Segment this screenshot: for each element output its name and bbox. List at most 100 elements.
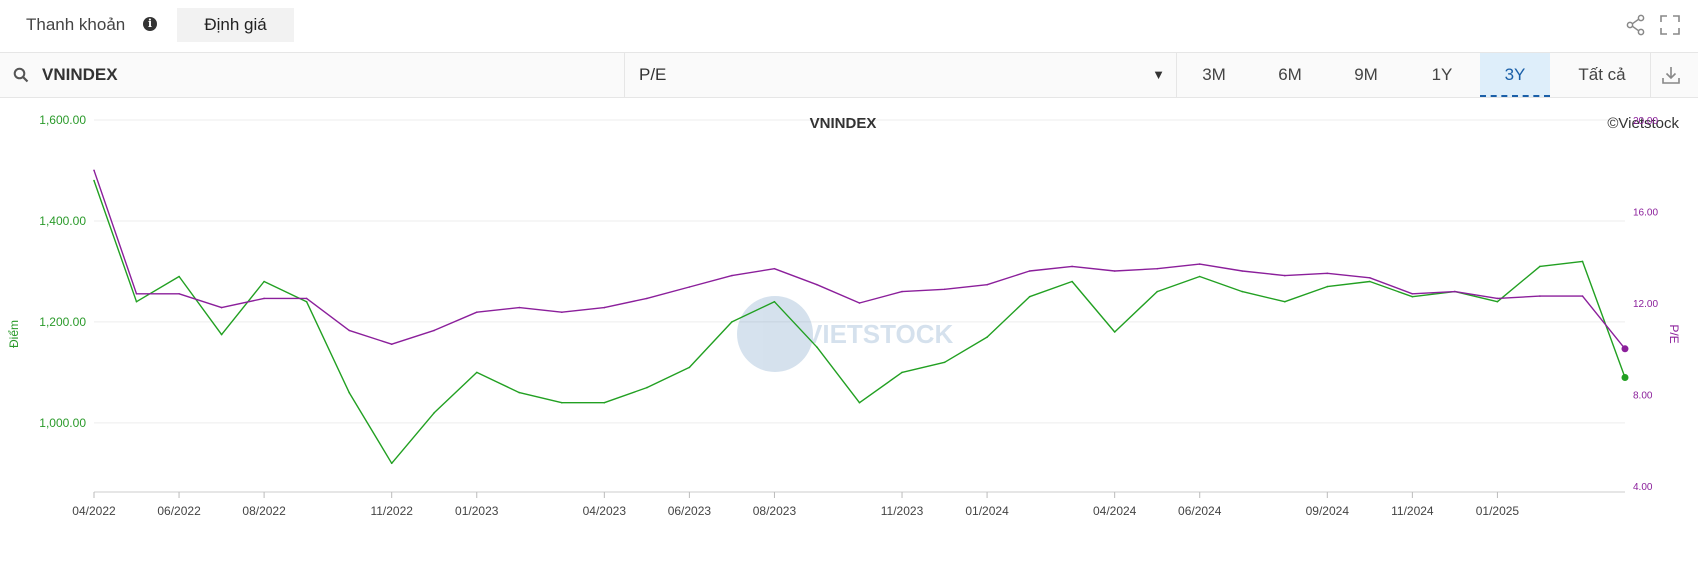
x-tick-label: 09/2024 (1306, 504, 1350, 518)
symbol-search-input[interactable] (42, 61, 612, 89)
data-point (1241, 290, 1244, 293)
data-point (433, 412, 436, 414)
tab-liquidity[interactable]: Thanh khoản (26, 15, 126, 34)
left-tick-label: 1,400.00 (39, 214, 86, 228)
data-point (1326, 285, 1329, 288)
data-point (1539, 295, 1541, 297)
data-point (476, 371, 478, 374)
range-button-9m[interactable]: 9M (1354, 65, 1378, 84)
data-point (1411, 293, 1414, 295)
x-tick-label: 11/2023 (881, 504, 924, 518)
data-point (603, 401, 606, 404)
watermark-logo: VIETSTOCK (737, 296, 954, 372)
data-point (1496, 297, 1499, 300)
chart-title: VNINDEX (810, 115, 877, 132)
data-point (220, 333, 223, 336)
range-button-6m[interactable]: 6M (1278, 65, 1302, 84)
data-point (1156, 290, 1158, 293)
data-point (1581, 295, 1584, 297)
watermark-text: VIETSTOCK (805, 319, 954, 349)
tab-valuation[interactable]: Định giá (177, 8, 294, 42)
download-icon[interactable] (1660, 64, 1682, 86)
data-point (1241, 270, 1244, 272)
data-point (135, 293, 138, 295)
data-point (816, 346, 818, 348)
share-icon[interactable] (1625, 14, 1647, 36)
data-point (646, 297, 648, 300)
data-point (858, 302, 861, 304)
data-point (901, 290, 903, 293)
data-point (93, 169, 95, 172)
data-point (1621, 345, 1629, 353)
data-point (901, 371, 903, 374)
data-point (518, 391, 521, 394)
data-point (1284, 300, 1286, 303)
x-tick-label: 11/2024 (1391, 504, 1434, 518)
x-tick-label: 06/2022 (157, 504, 201, 518)
data-point (1454, 290, 1456, 293)
chart-grid (94, 119, 1625, 424)
data-point (1496, 300, 1499, 303)
chart-series (93, 169, 1629, 465)
chart-area: VNINDEX ©Vietstock VIETSTOCK 1,600.00 1,4… (7, 113, 1681, 518)
data-point (688, 366, 691, 369)
right-tick-label: 16.00 (1633, 208, 1658, 219)
data-point (1113, 270, 1116, 272)
x-tick-label: 01/2023 (455, 504, 499, 518)
data-point (476, 311, 478, 313)
data-point (348, 329, 351, 332)
right-axis-label: P/E (1667, 324, 1681, 343)
data-point (773, 300, 776, 303)
data-point (1071, 280, 1073, 283)
data-point (561, 401, 563, 404)
data-point (390, 462, 393, 465)
metric-select-value: P/E (639, 65, 667, 84)
x-tick-label: 06/2023 (668, 504, 712, 518)
right-axis: 20.00 16.00 12.00 8.00 4.00 (1633, 116, 1658, 493)
left-tick-label: 1,000.00 (39, 416, 86, 430)
data-point (178, 275, 180, 278)
data-point (943, 361, 946, 364)
data-point (305, 297, 308, 300)
data-point (1028, 295, 1031, 298)
range-button-1y[interactable]: 1Y (1431, 65, 1453, 84)
right-tick-label: 8.00 (1633, 391, 1653, 402)
data-point (93, 179, 95, 182)
x-tick-label: 06/2024 (1178, 504, 1222, 518)
data-point (1539, 265, 1541, 268)
info-icon[interactable]: i (143, 17, 157, 31)
x-tick-label: 08/2023 (753, 504, 797, 518)
data-point (773, 267, 776, 270)
data-point (1284, 274, 1286, 277)
left-tick-label: 1,600.00 (39, 113, 86, 127)
data-point (1198, 275, 1201, 278)
range-button-3m[interactable]: 3M (1202, 65, 1226, 84)
data-point (943, 288, 946, 291)
data-point (348, 391, 351, 394)
data-point (263, 280, 265, 283)
left-axis-label: Điểm (7, 320, 21, 348)
search-icon (13, 67, 29, 83)
data-point (1369, 280, 1371, 283)
metric-select[interactable]: P/E ▼ (625, 53, 1175, 97)
data-point (433, 329, 436, 332)
range-button-3y[interactable]: 3Y (1480, 53, 1550, 97)
x-tick-label: 04/2023 (583, 504, 627, 518)
data-point (858, 401, 861, 404)
data-point (1369, 277, 1371, 279)
data-point (986, 336, 988, 338)
chart-credit: ©Vietstock (1607, 115, 1679, 132)
data-point (816, 283, 818, 286)
data-point (178, 293, 180, 295)
data-point (1156, 267, 1158, 270)
data-point (518, 306, 521, 309)
data-point (1198, 263, 1201, 265)
data-point (263, 297, 265, 300)
fullscreen-icon[interactable] (1659, 14, 1681, 36)
data-point (1411, 295, 1414, 298)
data-point (1071, 265, 1073, 268)
divider (1176, 53, 1177, 97)
range-button-all[interactable]: Tất cả (1578, 65, 1626, 84)
data-point (220, 306, 223, 309)
data-point (603, 306, 606, 309)
